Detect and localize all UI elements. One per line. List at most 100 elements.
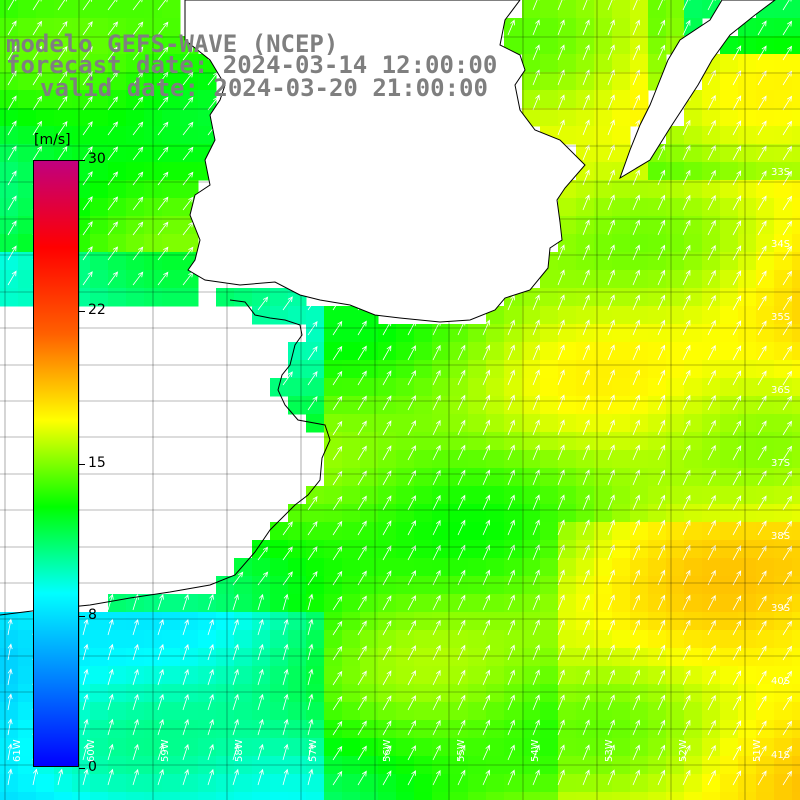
- wind-speed-cell: [90, 54, 109, 73]
- wind-speed-cell: [666, 324, 685, 343]
- wind-speed-cell: [648, 216, 667, 235]
- wind-arrow: [382, 720, 392, 736]
- wind-speed-cell: [36, 54, 55, 73]
- wind-arrow: [732, 45, 742, 61]
- wind-speed-cell: [648, 270, 667, 289]
- longitude-label: 54W: [530, 739, 541, 762]
- wind-speed-cell: [252, 648, 271, 667]
- wind-speed-cell: [234, 612, 253, 631]
- wind-arrow: [532, 19, 540, 36]
- wind-arrow: [557, 294, 565, 311]
- wind-arrow: [582, 494, 590, 511]
- wind-arrow: [482, 369, 490, 386]
- wind-speed-cell: [540, 468, 559, 487]
- wind-speed-cell: [522, 738, 541, 757]
- wind-speed-cell: [540, 774, 559, 793]
- wind-arrow: [332, 545, 343, 561]
- wind-arrow: [782, 695, 792, 711]
- land-polygon: [184, 0, 586, 323]
- wind-arrow: [282, 521, 293, 536]
- wind-speed-cell: [126, 234, 145, 253]
- wind-speed-cell: [414, 342, 433, 361]
- wind-speed-cell: [612, 180, 631, 199]
- wind-speed-cell: [702, 666, 721, 685]
- wind-speed-cell: [306, 324, 325, 343]
- wind-speed-cell: [18, 666, 37, 685]
- wind-arrow: [632, 494, 640, 511]
- wind-arrow: [682, 494, 691, 511]
- wind-speed-cell: [306, 774, 325, 793]
- latitude-label: 35S: [771, 312, 791, 323]
- wind-speed-cell: [774, 702, 793, 721]
- wind-arrow: [657, 194, 666, 211]
- wind-speed-cell: [702, 522, 721, 541]
- wind-speed-cell: [738, 702, 757, 721]
- wind-speed-cell: [360, 360, 379, 379]
- wind-speed-cell: [234, 648, 253, 667]
- wind-speed-cell: [558, 432, 577, 451]
- wind-arrow: [682, 744, 691, 761]
- wind-arrow: [707, 694, 716, 711]
- wind-speed-cell: [162, 774, 181, 793]
- wind-arrow: [207, 96, 219, 111]
- wind-arrow: [732, 345, 742, 361]
- wind-speed-cell: [792, 72, 800, 91]
- wind-arrow: [357, 645, 367, 661]
- wind-speed-cell: [612, 36, 631, 55]
- wind-arrow: [757, 495, 767, 511]
- wind-speed-cell: [90, 234, 109, 253]
- wind-speed-cell: [576, 108, 595, 127]
- wind-speed-cell: [18, 18, 37, 37]
- wind-speed-cell: [738, 540, 757, 559]
- wind-speed-cell: [450, 738, 469, 757]
- wind-speed-cell: [18, 630, 37, 649]
- wind-speed-cell: [486, 666, 505, 685]
- wind-speed-cell: [324, 468, 343, 487]
- wind-speed-cell: [108, 252, 127, 271]
- wind-speed-cell: [72, 792, 91, 800]
- wind-arrow: [482, 719, 490, 736]
- wind-speed-cell: [612, 648, 631, 667]
- wind-speed-cell: [576, 378, 595, 397]
- wind-speed-cell: [360, 486, 379, 505]
- wind-arrow: [332, 745, 343, 761]
- wind-speed-cell: [612, 252, 631, 271]
- wind-speed-cell: [450, 360, 469, 379]
- wind-speed-cell: [450, 540, 469, 559]
- wind-arrow: [307, 321, 318, 336]
- wind-speed-cell: [18, 252, 37, 271]
- wind-arrow: [582, 394, 590, 411]
- wind-speed-cell: [180, 180, 199, 199]
- wind-speed-cell: [684, 162, 703, 181]
- wind-speed-cell: [18, 90, 37, 109]
- wind-speed-cell: [738, 90, 757, 109]
- wind-arrow: [107, 693, 114, 711]
- wind-speed-cell: [540, 738, 559, 757]
- wind-speed-cell: [306, 576, 325, 595]
- wind-speed-cell: [432, 378, 451, 397]
- wind-speed-cell: [396, 666, 415, 685]
- wind-speed-cell: [270, 522, 289, 541]
- wind-arrow: [507, 319, 515, 336]
- wind-speed-cell: [630, 558, 649, 577]
- wind-speed-cell: [612, 72, 631, 91]
- wind-speed-cell: [414, 450, 433, 469]
- wind-speed-cell: [540, 54, 559, 73]
- wind-speed-cell: [648, 306, 667, 325]
- wind-speed-cell: [792, 630, 800, 649]
- wind-speed-cell: [720, 90, 739, 109]
- wind-speed-cell: [252, 288, 271, 307]
- wind-speed-cell: [594, 162, 613, 181]
- wind-arrow: [182, 121, 194, 136]
- wind-speed-cell: [738, 36, 757, 55]
- wind-arrow: [432, 619, 441, 636]
- wind-speed-cell: [594, 450, 613, 469]
- wind-speed-cell: [702, 612, 721, 631]
- wind-speed-cell: [342, 342, 361, 361]
- wind-arrow: [157, 768, 164, 786]
- wind-speed-cell: [792, 90, 800, 109]
- wind-speed-cell: [18, 108, 37, 127]
- wind-arrow: [757, 270, 767, 286]
- wind-speed-cell: [720, 396, 739, 415]
- wind-speed-cell: [792, 324, 800, 343]
